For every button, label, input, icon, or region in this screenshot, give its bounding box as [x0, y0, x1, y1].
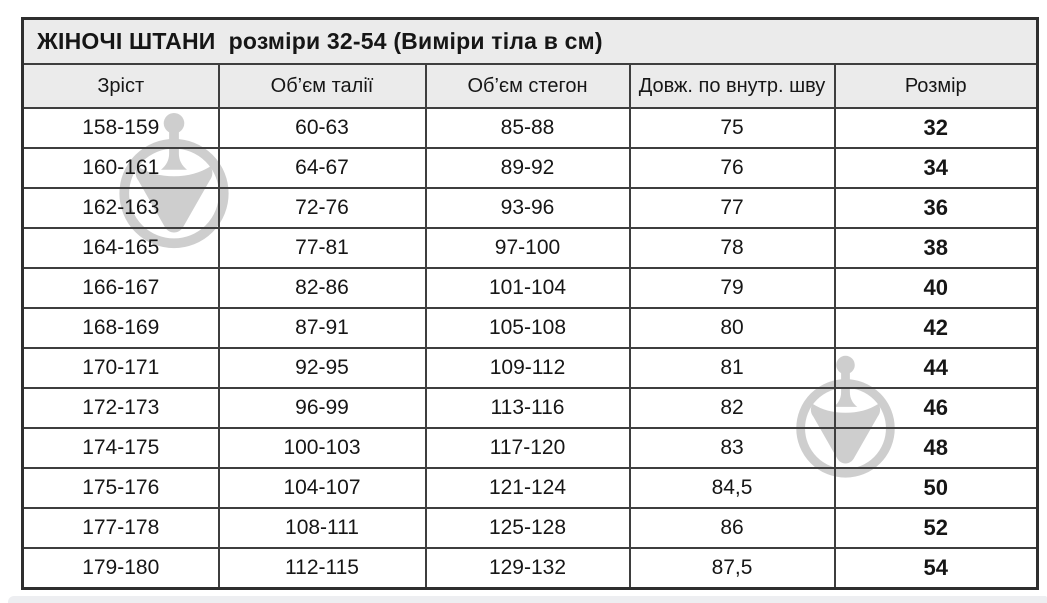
- table-row: 172-173 96-99 113-116 82 46: [21, 387, 1039, 429]
- measurement-cell: 164-165: [21, 227, 220, 269]
- table-title-row: ЖІНОЧІ ШТАНИ розміри 32-54 (Виміри тіла …: [21, 17, 1039, 65]
- size-cell: 38: [833, 227, 1039, 269]
- measurement-cell: 168-169: [21, 307, 220, 349]
- page-bottom-strip: [8, 596, 1047, 603]
- measurement-cell: 172-173: [21, 387, 220, 429]
- size-cell: 50: [833, 467, 1039, 509]
- measurement-cell: 174-175: [21, 427, 220, 469]
- column-header-size: Розмір: [833, 63, 1039, 109]
- measurement-cell: 97-100: [424, 227, 631, 269]
- measurement-cell: 83: [628, 427, 836, 469]
- table-row: 164-165 77-81 97-100 78 38: [21, 227, 1039, 269]
- size-cell: 40: [833, 267, 1039, 309]
- size-cell: 52: [833, 507, 1039, 549]
- measurement-cell: 60-63: [217, 107, 427, 149]
- measurement-cell: 80: [628, 307, 836, 349]
- measurement-cell: 158-159: [21, 107, 220, 149]
- size-chart-table-wrap: ЖІНОЧІ ШТАНИ розміри 32-54 (Виміри тіла …: [21, 17, 1040, 590]
- measurement-cell: 117-120: [424, 427, 631, 469]
- measurement-cell: 170-171: [21, 347, 220, 389]
- table-row: 168-169 87-91 105-108 80 42: [21, 307, 1039, 349]
- measurement-cell: 87,5: [628, 547, 836, 590]
- table-row: 179-180 112-115 129-132 87,5 54: [21, 547, 1039, 590]
- measurement-cell: 109-112: [424, 347, 631, 389]
- size-table-body: ЖІНОЧІ ШТАНИ розміри 32-54 (Виміри тіла …: [21, 17, 1039, 590]
- measurement-cell: 100-103: [217, 427, 427, 469]
- measurement-cell: 113-116: [424, 387, 631, 429]
- measurement-cell: 96-99: [217, 387, 427, 429]
- measurement-cell: 121-124: [424, 467, 631, 509]
- measurement-cell: 160-161: [21, 147, 220, 189]
- size-cell: 42: [833, 307, 1039, 349]
- measurement-cell: 104-107: [217, 467, 427, 509]
- measurement-cell: 105-108: [424, 307, 631, 349]
- table-row: 175-176 104-107 121-124 84,5 50: [21, 467, 1039, 509]
- measurement-cell: 82: [628, 387, 836, 429]
- column-header-height: Зріст: [21, 63, 220, 109]
- table-row: 158-159 60-63 85-88 75 32: [21, 107, 1039, 149]
- measurement-cell: 78: [628, 227, 836, 269]
- table-row: 170-171 92-95 109-112 81 44: [21, 347, 1039, 389]
- measurement-cell: 89-92: [424, 147, 631, 189]
- size-cell: 46: [833, 387, 1039, 429]
- measurement-cell: 101-104: [424, 267, 631, 309]
- measurement-cell: 81: [628, 347, 836, 389]
- measurement-cell: 125-128: [424, 507, 631, 549]
- measurement-cell: 75: [628, 107, 836, 149]
- measurement-cell: 82-86: [217, 267, 427, 309]
- table-row: 160-161 64-67 89-92 76 34: [21, 147, 1039, 189]
- measurement-cell: 108-111: [217, 507, 427, 549]
- table-row: 162-163 72-76 93-96 77 36: [21, 187, 1039, 229]
- measurement-cell: 166-167: [21, 267, 220, 309]
- measurement-cell: 92-95: [217, 347, 427, 389]
- table-row: 166-167 82-86 101-104 79 40: [21, 267, 1039, 309]
- measurement-cell: 87-91: [217, 307, 427, 349]
- table-row: 177-178 108-111 125-128 86 52: [21, 507, 1039, 549]
- size-cell: 44: [833, 347, 1039, 389]
- measurement-cell: 76: [628, 147, 836, 189]
- measurement-cell: 179-180: [21, 547, 220, 590]
- size-chart-table: ЖІНОЧІ ШТАНИ розміри 32-54 (Виміри тіла …: [21, 17, 1040, 590]
- table-row: 174-175 100-103 117-120 83 48: [21, 427, 1039, 469]
- column-header-waist: Об’єм талії: [217, 63, 427, 109]
- measurement-cell: 175-176: [21, 467, 220, 509]
- measurement-cell: 72-76: [217, 187, 427, 229]
- measurement-cell: 162-163: [21, 187, 220, 229]
- measurement-cell: 177-178: [21, 507, 220, 549]
- measurement-cell: 112-115: [217, 547, 427, 590]
- measurement-cell: 79: [628, 267, 836, 309]
- column-header-inseam: Довж. по внутр. шву: [628, 63, 836, 109]
- size-cell: 48: [833, 427, 1039, 469]
- size-cell: 32: [833, 107, 1039, 149]
- measurement-cell: 129-132: [424, 547, 631, 590]
- measurement-cell: 86: [628, 507, 836, 549]
- size-cell: 36: [833, 187, 1039, 229]
- measurement-cell: 93-96: [424, 187, 631, 229]
- measurement-cell: 64-67: [217, 147, 427, 189]
- column-header-hips: Об’єм стегон: [424, 63, 631, 109]
- size-cell: 54: [833, 547, 1039, 590]
- size-cell: 34: [833, 147, 1039, 189]
- measurement-cell: 84,5: [628, 467, 836, 509]
- table-header-row: Зріст Об’єм талії Об’єм стегон Довж. по …: [21, 63, 1039, 109]
- measurement-cell: 77: [628, 187, 836, 229]
- table-title: ЖІНОЧІ ШТАНИ розміри 32-54 (Виміри тіла …: [21, 17, 1039, 65]
- measurement-cell: 85-88: [424, 107, 631, 149]
- measurement-cell: 77-81: [217, 227, 427, 269]
